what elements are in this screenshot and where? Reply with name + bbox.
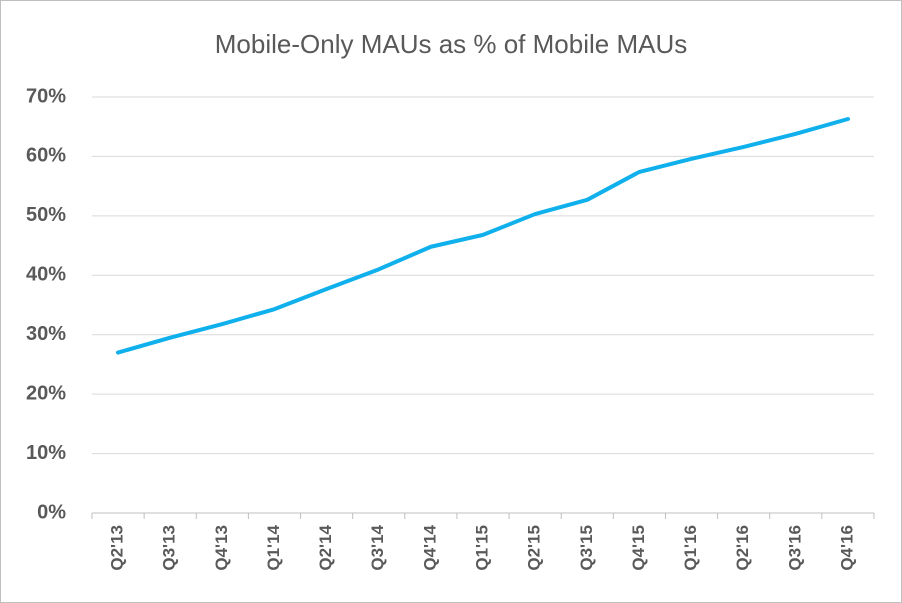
y-tick-label: 50% xyxy=(26,204,66,226)
y-tick-label: 20% xyxy=(26,382,66,404)
x-tick-label: Q2'13 xyxy=(108,525,127,571)
y-tick-label: 70% xyxy=(26,85,66,107)
x-tick-label: Q4'14 xyxy=(420,524,439,570)
x-tick-label: Q4'13 xyxy=(212,525,231,571)
y-tick-label: 60% xyxy=(26,145,66,167)
x-tick-label: Q3'16 xyxy=(785,525,804,571)
x-tick-label: Q3'14 xyxy=(368,524,387,570)
y-tick-label: 10% xyxy=(26,442,66,464)
x-tick-label: Q1'16 xyxy=(681,525,700,571)
x-tick-label: Q4'16 xyxy=(837,525,856,571)
y-tick-label: 30% xyxy=(26,323,66,345)
y-tick-label: 0% xyxy=(37,501,66,523)
x-tick-label: Q2'15 xyxy=(525,525,544,571)
x-tick-label: Q1'14 xyxy=(264,524,283,570)
x-tick-label: Q2'14 xyxy=(316,524,335,570)
chart-title: Mobile-Only MAUs as % of Mobile MAUs xyxy=(215,29,687,59)
x-tick-label: Q2'16 xyxy=(733,525,752,571)
x-tick-label: Q4'15 xyxy=(629,525,648,571)
data-line xyxy=(116,116,850,355)
x-tick-label: Q3'13 xyxy=(160,525,179,571)
x-tick-label: Q1'15 xyxy=(472,525,491,571)
x-tick-label: Q3'15 xyxy=(577,525,596,571)
y-tick-label: 40% xyxy=(26,264,66,286)
